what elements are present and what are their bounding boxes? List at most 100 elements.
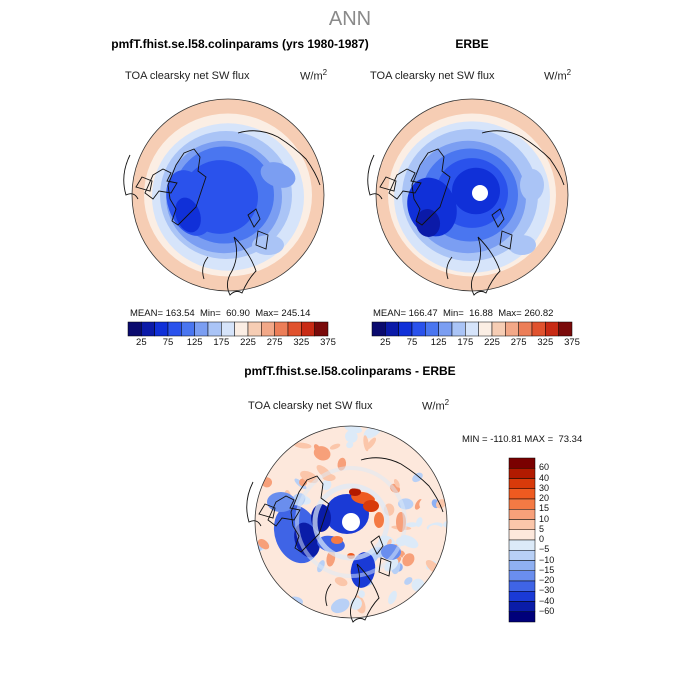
colorbar-swatch [287,321,302,337]
colorbar-swatch [508,580,536,592]
coastline [246,457,444,623]
colorbar-swatch [207,321,222,337]
map-patch-negative [381,544,401,560]
colorbar-tick-label: 25 [136,337,147,348]
map-border [375,98,569,292]
obs-case-title: ERBE [455,37,489,51]
colorbar-swatch [508,509,536,520]
map-patch [363,461,374,469]
model-colorbar [127,321,329,337]
colorbar-tick-label: 225 [484,337,500,348]
map-patch [419,498,429,510]
colorbar-level-label: −40 [539,595,555,606]
map-patch [329,443,341,450]
colorbar-swatch [167,321,182,337]
coastline-islands [491,208,513,250]
obs-polar-map [367,98,569,296]
model-units-label: W/m2 [300,68,328,83]
coastline-islands [247,208,269,250]
coastline-alaska [246,481,262,527]
diff-colorbar-labels: 60 40 30 20 15 10 5 0 −5 −10 −15 −20 −30 −40 −60 [539,458,579,622]
coastline-alaska [123,154,139,200]
map-patch [321,479,332,491]
coastline-alaska [367,154,383,200]
colorbar-tick-label: 325 [537,337,554,348]
colorbar-tick-label: 175 [457,337,474,348]
map-patch [366,437,377,450]
map-field [132,99,324,291]
model-case-title: pmfT.fhist.se.l58.colinparams (yrs 1980-… [111,37,369,51]
missing-data-hole [472,185,488,201]
colorbar-swatch [508,498,536,510]
map-patch-positive [363,500,379,512]
colorbar-swatch [127,321,142,337]
coastline [123,130,321,296]
map-blob [252,235,284,255]
missing-data-hole [342,513,360,531]
map-field [255,426,447,618]
colorbar-swatch [508,488,536,500]
diff-colorbar [508,457,536,623]
map-blob [415,209,441,237]
colorbar-swatch [478,321,493,337]
colorbar-swatch [398,321,413,337]
diff-polar-map [246,425,448,623]
model-colorbar-ticks: 25 75 125 175 225 275 325 375 [128,337,336,349]
figure-title: ANN [328,8,372,30]
map-patch [346,441,354,449]
colorbar-swatch [508,570,536,582]
map-patch [402,553,415,567]
colorbar-level-label: 5 [539,523,545,534]
colorbar-swatch [154,321,169,337]
colorbar-level-label: 10 [539,513,550,524]
map-patch [404,577,413,585]
coastline-greenland [411,148,451,226]
colorbar-level-label: 0 [539,534,545,544]
map-patch [443,521,447,528]
colorbar-tick-label: 25 [380,337,391,348]
model-polar-map [123,98,325,296]
colorbar-swatch [508,478,536,489]
diff-min-value: -110.81 [490,434,522,445]
map-patch-negative [267,492,295,512]
map-patch [330,598,350,614]
coastline-greenland [290,475,330,553]
map-field [376,99,568,291]
map-patch-positive [349,488,361,496]
colorbar-tick-label: 75 [162,337,174,348]
map-border [254,425,448,619]
coastline-archipelago [258,495,301,527]
colorbar-swatch [491,321,506,337]
map-patch [388,590,397,605]
map-border [131,98,325,292]
colorbar-tick-label: 175 [213,337,230,348]
map-patch [428,524,444,537]
model-stats: MEAN= 163.54 Min= 60.90 Max= 245.14 [130,308,311,319]
map-patch [345,430,358,443]
coastline-greenland [167,148,207,226]
colorbar-swatch [545,321,559,337]
colorbar-swatch [234,321,249,337]
coastline-archipelago [135,168,178,200]
colorbar-swatch [518,321,533,337]
colorbar-level-label: 15 [539,503,550,514]
colorbar-swatch [274,321,289,337]
colorbar-level-label: 20 [539,493,550,503]
diff-max-value: 73.34 [558,434,583,445]
coastline-siberia [360,457,444,513]
map-patch-negative [294,522,320,558]
colorbar-tick-label: 75 [406,337,418,348]
colorbar-swatch [425,321,439,337]
colorbar-tick-label: 225 [240,337,256,348]
obs-max-value: 260.82 [524,308,554,319]
colorbar-swatch [505,321,519,337]
colorbar-swatch [438,321,453,337]
colorbar-swatch [411,321,426,337]
obs-units-label: W/m2 [544,68,572,83]
colorbar-tick-label: 375 [564,337,580,348]
colorbar-swatch [181,321,195,337]
colorbar-swatch [451,321,466,337]
colorbar-swatch [508,529,536,541]
map-patch [293,442,312,449]
colorbar-swatch [558,321,573,337]
